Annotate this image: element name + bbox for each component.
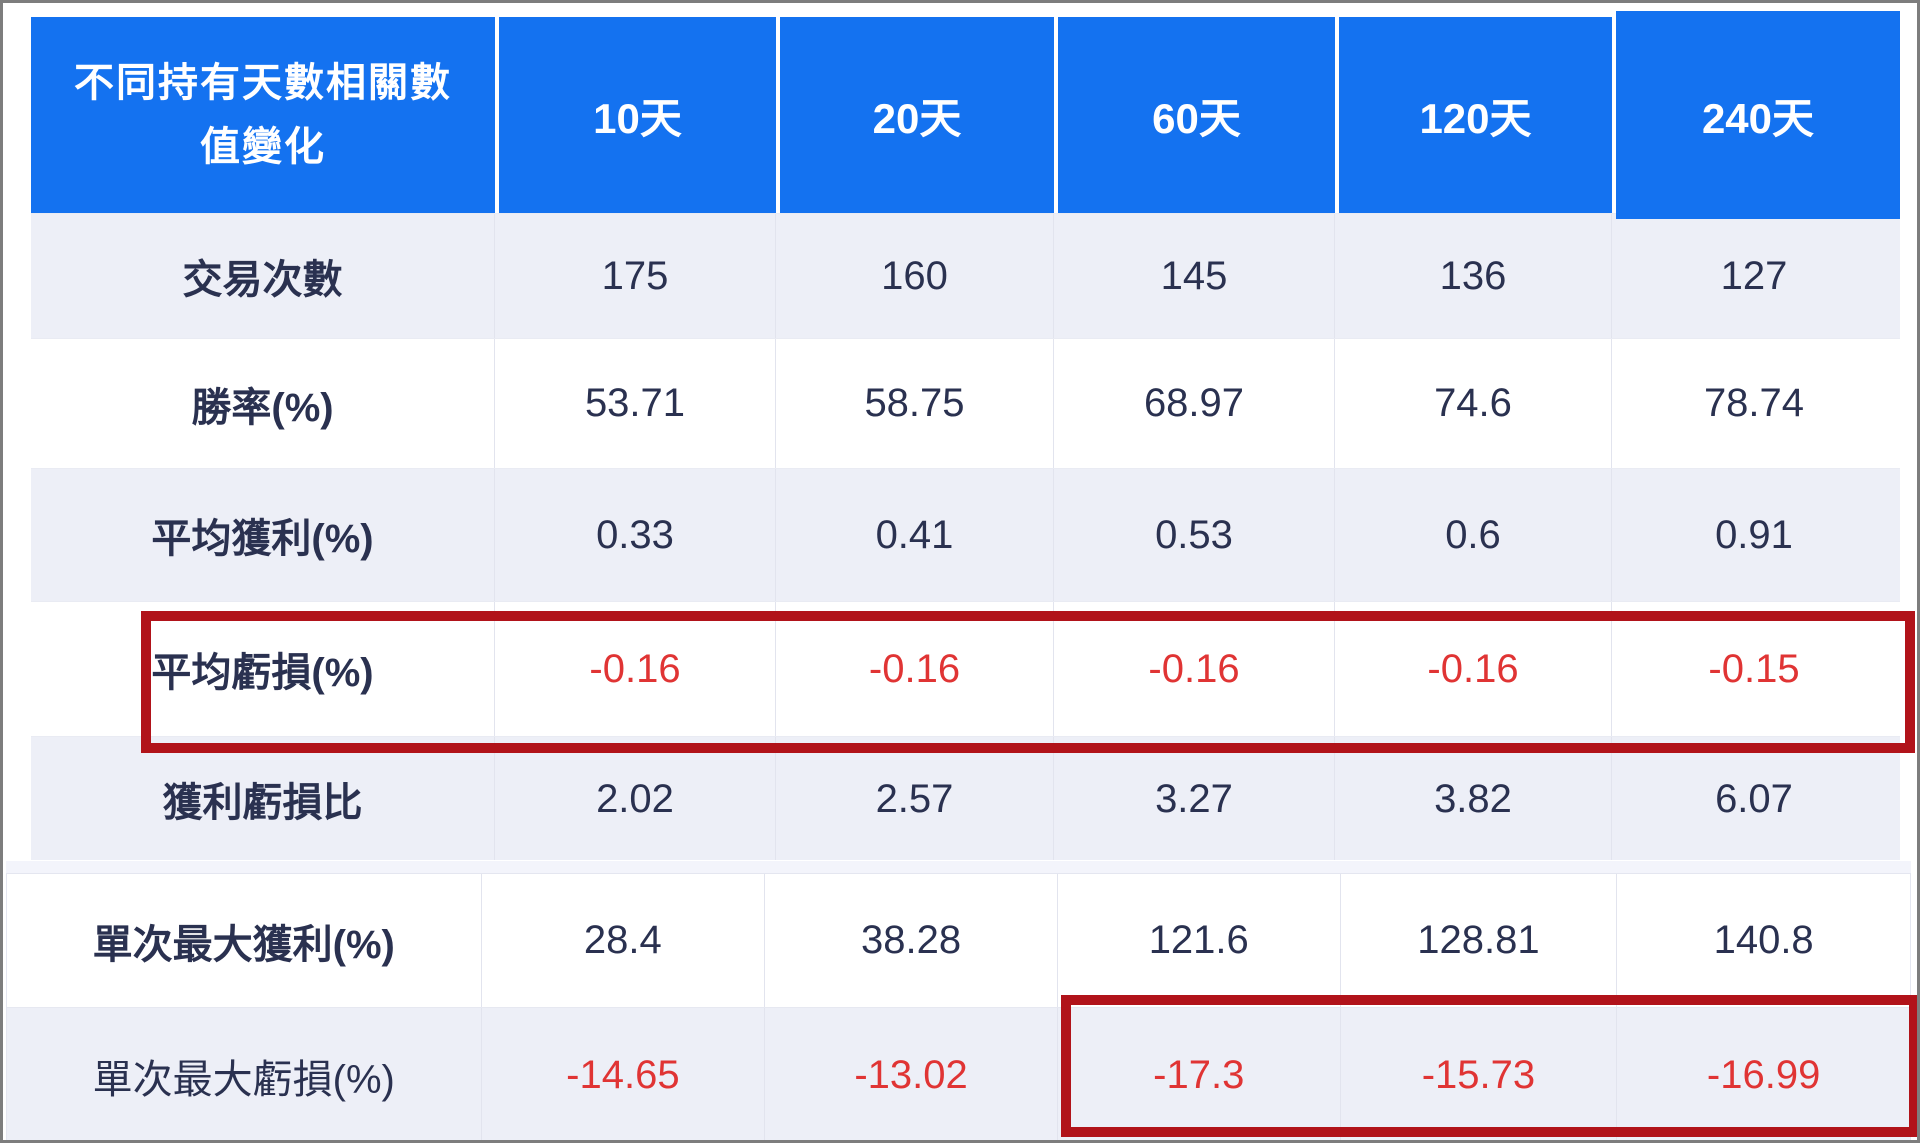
header-cell-120d: 120天: [1339, 17, 1612, 213]
row-label-max-single-profit: 單次最大獲利(%): [7, 874, 482, 1007]
row-label-max-single-loss: 單次最大虧損(%): [7, 1008, 482, 1140]
data-cell: 3.27: [1054, 737, 1335, 861]
data-cell: -0.16: [776, 602, 1054, 736]
data-cell: 2.57: [776, 737, 1054, 861]
row-max-single-loss: 單次最大虧損(%) -14.65 -13.02 -17.3 -15.73 -16…: [7, 1007, 1910, 1140]
row-avg-profit: 平均獲利(%) 0.33 0.41 0.53 0.6 0.91: [31, 468, 1900, 601]
data-cell: 0.53: [1054, 469, 1335, 601]
row-trades-count: 交易次數 175 160 145 136 127: [31, 213, 1900, 338]
holding-days-table: 不同持有天數相關數值變化 10天 20天 60天 120天 240天 交易次數 …: [31, 11, 1900, 861]
data-cell: 136: [1335, 214, 1612, 338]
data-cell: 3.82: [1335, 737, 1612, 861]
data-cell: -0.16: [495, 602, 776, 736]
data-cell: -0.16: [1335, 602, 1612, 736]
row-profit-loss-ratio: 獲利虧損比 2.02 2.57 3.27 3.82 6.07: [31, 736, 1900, 861]
data-cell: 0.6: [1335, 469, 1612, 601]
data-cell: 78.74: [1703, 381, 1805, 425]
data-cell: 58.75: [776, 339, 1054, 468]
data-cell: 6.07: [1715, 776, 1793, 821]
table-header-row: 不同持有天數相關數值變化 10天 20天 60天 120天 240天: [31, 11, 1900, 219]
header-cell-60d: 60天: [1058, 17, 1335, 213]
header-cell-240d: 240天: [1616, 11, 1900, 219]
data-cell: 28.4: [482, 874, 766, 1007]
header-cell-title: 不同持有天數相關數值變化: [31, 17, 495, 213]
row-label-win-rate: 勝率(%): [31, 339, 495, 468]
header-cell-10d: 10天: [499, 17, 776, 213]
row-avg-loss: 平均虧損(%) -0.16 -0.16 -0.16 -0.16 -0.15: [31, 601, 1900, 736]
data-cell: -15.73: [1341, 1008, 1618, 1140]
data-cell: -14.65: [482, 1008, 766, 1140]
row-label-avg-loss: 平均虧損(%): [31, 602, 495, 736]
data-cell: 160: [776, 214, 1054, 338]
highlight-box-avg-loss-row: [141, 611, 1915, 753]
data-cell: 0.91: [1715, 512, 1793, 557]
data-cell: 175: [495, 214, 776, 338]
data-cell: 2.02: [495, 737, 776, 861]
row-label-profit-loss-ratio: 獲利虧損比: [31, 737, 495, 861]
data-cell: 68.97: [1054, 339, 1335, 468]
data-cell: 140.8: [1713, 918, 1814, 962]
highlight-box-max-loss-cells: [1061, 995, 1917, 1137]
data-cell: -17.3: [1058, 1008, 1341, 1140]
data-cell: 53.71: [495, 339, 776, 468]
data-cell: 38.28: [765, 874, 1058, 1007]
header-cell-20d: 20天: [780, 17, 1054, 213]
data-cell: 128.81: [1341, 874, 1618, 1007]
row-max-single-profit: 單次最大獲利(%) 28.4 38.28 121.6 128.81 140.8: [7, 874, 1910, 1007]
data-cell: 121.6: [1058, 874, 1341, 1007]
data-cell: -0.15: [1708, 646, 1800, 691]
table-section-divider: [6, 860, 1911, 874]
data-cell: -0.16: [1054, 602, 1335, 736]
row-label-avg-profit: 平均獲利(%): [31, 469, 495, 601]
data-cell: -16.99: [1706, 1053, 1821, 1097]
data-cell: 0.33: [495, 469, 776, 601]
row-label-trades-count: 交易次數: [31, 214, 495, 338]
row-win-rate: 勝率(%) 53.71 58.75 68.97 74.6 78.74: [31, 338, 1900, 468]
data-cell: 127: [1720, 253, 1788, 298]
data-cell: -13.02: [765, 1008, 1058, 1140]
data-cell: 145: [1054, 214, 1335, 338]
max-values-table: 單次最大獲利(%) 28.4 38.28 121.6 128.81 140.8 …: [6, 873, 1911, 1140]
data-cell: 0.41: [776, 469, 1054, 601]
data-cell: 74.6: [1335, 339, 1612, 468]
